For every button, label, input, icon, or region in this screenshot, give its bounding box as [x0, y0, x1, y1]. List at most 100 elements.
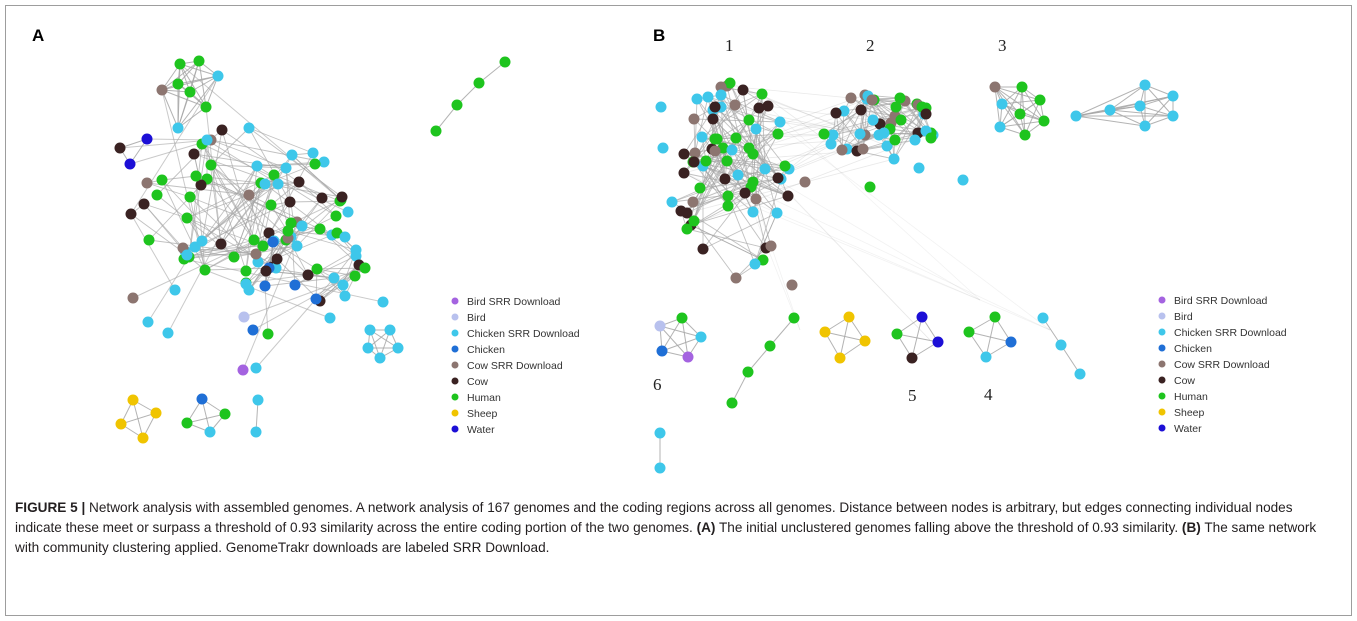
network-edge	[752, 107, 760, 183]
legend-a-dot-sheep	[451, 409, 459, 417]
network-edge	[1139, 105, 1174, 117]
caption-a-label: (A)	[696, 520, 716, 535]
network-node-chickensrr	[774, 116, 786, 128]
network-edge	[270, 181, 300, 206]
network-node-birdsrr	[682, 351, 694, 363]
network-node-chickensrr	[362, 342, 374, 354]
cluster-4-number: 4	[984, 385, 993, 404]
network-nodes	[114, 55, 1179, 474]
network-node-human	[190, 170, 202, 182]
network-node-chickensrr	[142, 316, 154, 328]
network-node-human	[359, 262, 371, 274]
legend-b-dot-human	[1158, 392, 1166, 400]
network-node-human	[248, 234, 260, 246]
network-node-sheep	[843, 311, 855, 323]
network-node-chickensrr	[750, 123, 762, 135]
network-edge	[132, 199, 342, 299]
network-node-chickensrr	[878, 127, 890, 139]
network-edge	[210, 139, 325, 163]
network-edge	[896, 333, 939, 343]
legend-a-dot-cow	[451, 377, 459, 385]
network-node-chickensrr	[747, 206, 759, 218]
network-edge	[210, 164, 255, 241]
figure-caption: FIGURE 5 | Network analysis with assembl…	[15, 498, 1340, 558]
network-edge	[693, 104, 736, 163]
network-node-chickensrr	[307, 147, 319, 159]
legend-b-dot-water	[1158, 424, 1166, 432]
network-node-human	[1014, 108, 1026, 120]
network-node-chickensrr	[181, 249, 193, 261]
network-edge	[1001, 103, 1026, 136]
network-edge	[316, 268, 356, 277]
network-node-cowsrr	[715, 81, 727, 93]
network-edge	[750, 186, 801, 331]
network-node-chicken	[247, 324, 259, 336]
network-edge	[661, 336, 702, 352]
network-node-human	[721, 155, 733, 167]
network-edge	[841, 110, 845, 151]
network-edge	[161, 175, 197, 181]
network-edge	[161, 89, 179, 129]
network-node-chickensrr	[250, 362, 262, 374]
network-node-chickensrr	[259, 178, 271, 190]
network-edge	[686, 158, 895, 214]
legend-b-dot-sheep	[1158, 408, 1166, 416]
network-edge	[1144, 95, 1174, 127]
network-node-chickensrr	[212, 70, 224, 82]
network-node-chickensrr	[337, 279, 349, 291]
network-edge	[204, 269, 331, 319]
network-edge	[248, 127, 291, 203]
network-node-cowsrr	[845, 92, 857, 104]
network-edge	[161, 75, 219, 91]
network-edge	[701, 93, 763, 138]
panel-a-label: A	[32, 26, 44, 45]
network-edge	[221, 129, 255, 241]
legend-a-label-water: Water	[467, 424, 495, 436]
network-node-chickensrr	[732, 169, 744, 181]
network-node-human	[228, 251, 240, 263]
network-node-cow	[114, 142, 126, 154]
network-edge	[248, 127, 314, 154]
network-node-chickensrr	[1134, 100, 1146, 112]
network-node-chickensrr	[392, 342, 404, 354]
network-edge	[752, 181, 778, 214]
legend-b-label-water: Water	[1174, 423, 1202, 435]
network-node-human	[1019, 129, 1031, 141]
network-node-water	[141, 133, 153, 145]
network-node-human	[788, 312, 800, 324]
network-node-human	[174, 58, 186, 70]
legend-a-label-human: Human	[467, 392, 501, 404]
network-node-chickensrr	[1167, 110, 1179, 122]
network-edge	[119, 139, 212, 149]
network-node-human	[742, 366, 754, 378]
network-edge	[769, 317, 795, 347]
network-node-chickensrr	[759, 163, 771, 175]
legend-a-dot-chicken-srr	[451, 329, 459, 337]
network-node-human	[726, 397, 738, 409]
network-node-chicken	[289, 279, 301, 291]
network-edge	[276, 258, 321, 302]
network-node-chickensrr	[243, 122, 255, 134]
network-edge	[198, 60, 207, 108]
network-node-human	[764, 340, 776, 352]
network-edge	[319, 228, 357, 257]
network-node-sheep	[127, 394, 139, 406]
network-edge	[694, 96, 709, 154]
network-edge	[683, 172, 1051, 331]
legend-a-label-sheep: Sheep	[467, 408, 498, 420]
network-node-chickensrr	[1074, 368, 1086, 380]
network-node-cow	[762, 100, 774, 112]
network-edge	[210, 139, 287, 169]
network-node-chickensrr	[657, 142, 669, 154]
network-edge	[767, 105, 981, 301]
network-node-chickensrr	[374, 352, 386, 364]
network-node-chickensrr	[825, 138, 837, 150]
network-edge	[683, 172, 729, 197]
network-node-chickensrr	[318, 156, 330, 168]
network-edge	[1075, 115, 1146, 127]
cluster-3-number: 3	[998, 36, 1007, 55]
network-node-chickensrr	[1139, 79, 1151, 91]
network-node-cow	[271, 253, 283, 265]
network-node-human	[205, 159, 217, 171]
legend-a-dot-water	[451, 425, 459, 433]
